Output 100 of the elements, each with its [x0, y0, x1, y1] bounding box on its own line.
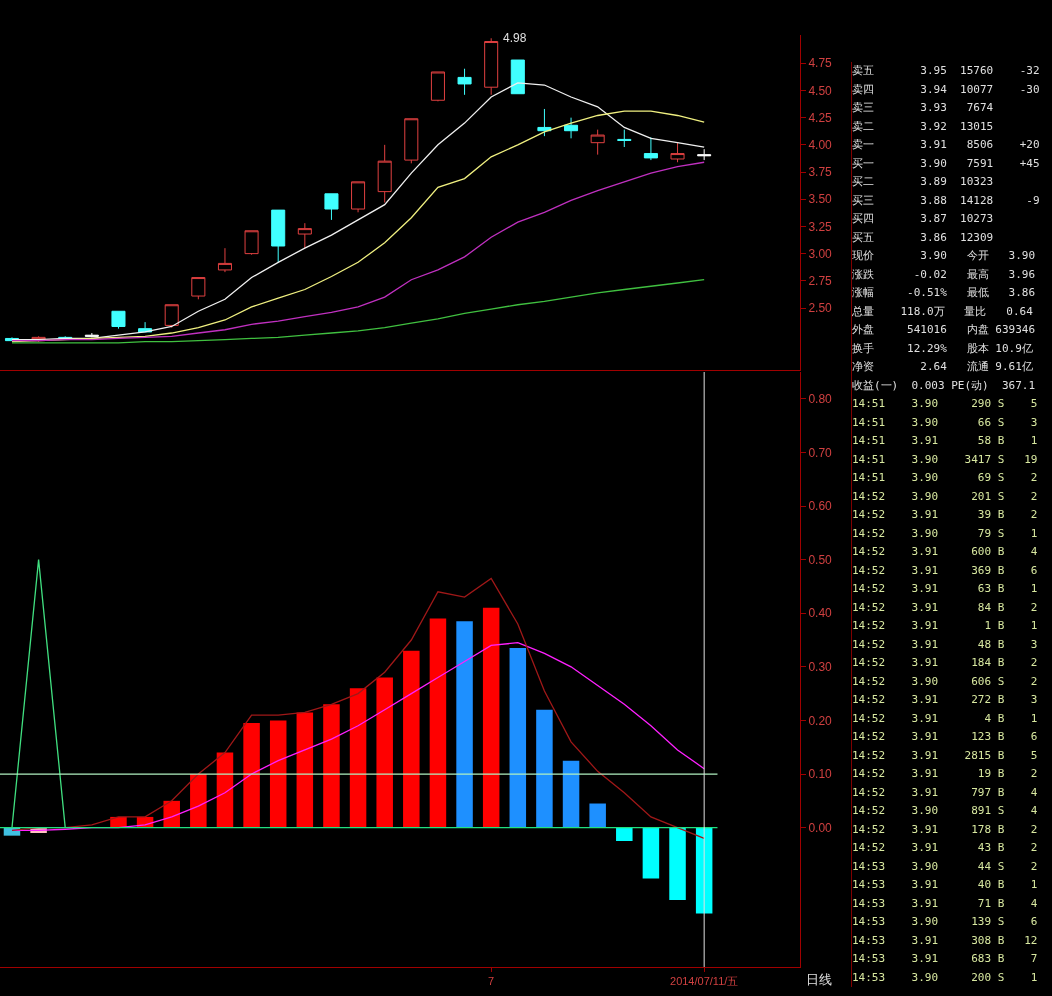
bar	[349, 688, 367, 828]
text: 现价 3.90 今开 3.90	[852, 248, 1037, 264]
text: 14:52 3.91 2815 B 5	[852, 747, 1039, 764]
y-tick-label: 0.80	[808, 392, 833, 406]
y-tick-label: 0.40	[808, 606, 833, 621]
text: 14:52 3.91 797 B 4	[852, 784, 1039, 801]
y-tick-label: 3.00	[808, 246, 833, 261]
line-series	[11, 577, 705, 839]
candlestick	[510, 59, 525, 95]
y-tick-label: 3.75	[808, 165, 833, 180]
bar	[536, 709, 553, 828]
bar	[642, 827, 660, 879]
text: 买四 3.87 10273	[852, 211, 995, 227]
text: 14:52 3.91 178 B 2	[852, 821, 1039, 838]
text: 14:52 3.91 600 B 4	[852, 544, 1039, 560]
text: 14:52 3.91 184 B 2	[852, 655, 1039, 671]
y-tick-label: 0.70	[808, 445, 833, 460]
y-tick-label: 2.75	[808, 274, 833, 289]
bar	[562, 760, 580, 828]
candlestick	[217, 247, 232, 273]
text: 14:51 3.90 290 S 5	[852, 396, 1039, 412]
y-tick-label: 0.60	[808, 499, 833, 514]
bar	[296, 712, 314, 828]
text: 14:52 3.91 19 B 2	[852, 766, 1039, 782]
text: 涨幅 -0.51% 最低 3.86	[852, 285, 1037, 301]
y-tick-label: 0.30	[808, 660, 833, 675]
text: 净资 2.64 流通 9.61亿	[852, 359, 1034, 375]
text: 14:52 3.91 369 B 6	[852, 562, 1039, 579]
candlestick	[430, 71, 445, 102]
annotation: 4.98	[503, 31, 527, 45]
bar	[243, 723, 260, 828]
candlestick	[351, 181, 366, 213]
candlestick	[404, 118, 419, 164]
text: 14:51 3.91 58 B 1	[852, 433, 1039, 449]
x-tick-label: 7	[488, 975, 495, 988]
candlestick	[297, 222, 312, 249]
text: 卖三 3.93 7674	[852, 100, 995, 116]
text: 14:53 3.90 200 S 1	[852, 969, 1039, 986]
y-tick-label: 0.00	[808, 820, 833, 835]
candlestick	[191, 277, 206, 300]
bar	[323, 704, 340, 828]
text: 外盘 541016 内盘 639346	[852, 322, 1037, 338]
text: 14:52 3.91 272 B 3	[852, 692, 1039, 708]
text: 14:52 3.91 1 B 1	[852, 618, 1039, 634]
candlestick	[164, 304, 179, 329]
y-tick-label: 2.50	[808, 301, 833, 316]
candlestick	[697, 148, 712, 161]
y-tick-label: 4.00	[808, 138, 833, 153]
bar	[509, 648, 527, 828]
y-tick-label: 0.20	[808, 713, 833, 728]
text: 14:52 3.91 123 B 6	[852, 729, 1039, 745]
y-tick-label: 4.75	[808, 56, 833, 71]
candlestick	[564, 117, 579, 139]
bar	[216, 752, 234, 828]
text: 14:52 3.90 606 S 2	[852, 673, 1039, 690]
candlestick	[271, 209, 286, 263]
text: 14:53 3.91 683 B 7	[852, 951, 1039, 967]
bar	[669, 827, 686, 900]
text: 14:53 3.90 44 S 2	[852, 858, 1039, 875]
text: 买一 3.90 7591 +45	[852, 155, 1041, 172]
text: 14:53 3.91 308 B 12	[852, 932, 1039, 949]
candlestick	[670, 142, 685, 163]
text: 14:51 3.90 66 S 3	[852, 414, 1039, 431]
text: 14:52 3.91 4 B 1	[852, 710, 1039, 727]
y-tick-label: 0.50	[808, 552, 833, 567]
candlestick	[484, 37, 499, 96]
bar	[190, 774, 207, 828]
text: 换手 12.29% 股本 10.9亿	[852, 340, 1034, 357]
bar	[482, 607, 500, 828]
text: 卖四 3.94 10077 -30	[852, 81, 1041, 98]
text: 买二 3.89 10323	[852, 174, 995, 190]
bar	[589, 803, 606, 828]
text: 14:53 3.90 139 S 6	[852, 914, 1039, 930]
text: 收益(一) 0.003 PE(动) 367.1	[852, 377, 1037, 394]
text: 14:52 3.91 43 B 2	[852, 840, 1039, 856]
text: 卖一 3.91 8506 +20	[852, 137, 1041, 153]
text: 买三 3.88 14128 -9	[852, 192, 1041, 209]
y-tick-label: 3.25	[808, 219, 833, 234]
line-series	[11, 161, 705, 342]
line-series	[11, 279, 705, 344]
text: 14:52 3.91 63 B 1	[852, 581, 1039, 597]
candlestick	[537, 108, 552, 137]
bar	[616, 827, 633, 842]
candlestick	[457, 68, 472, 96]
bar	[376, 677, 393, 828]
text: 14:52 3.91 48 B 3	[852, 636, 1039, 653]
candlestick	[111, 310, 126, 330]
text: 14:52 3.91 84 B 2	[852, 599, 1039, 616]
candlestick	[244, 230, 259, 256]
bar	[456, 621, 473, 828]
bar	[269, 720, 287, 828]
candlestick	[377, 144, 392, 203]
text: 14:53 3.91 71 B 4	[852, 895, 1039, 912]
bar	[429, 618, 447, 828]
candlestick	[590, 129, 605, 156]
y-tick-label: 4.50	[808, 83, 833, 98]
text: 卖二 3.92 13015	[852, 118, 995, 135]
text: 涨跌 -0.02 最高 3.96	[852, 266, 1037, 283]
text: 14:52 3.90 201 S 2	[852, 488, 1039, 505]
y-tick-label: 3.50	[808, 192, 833, 207]
